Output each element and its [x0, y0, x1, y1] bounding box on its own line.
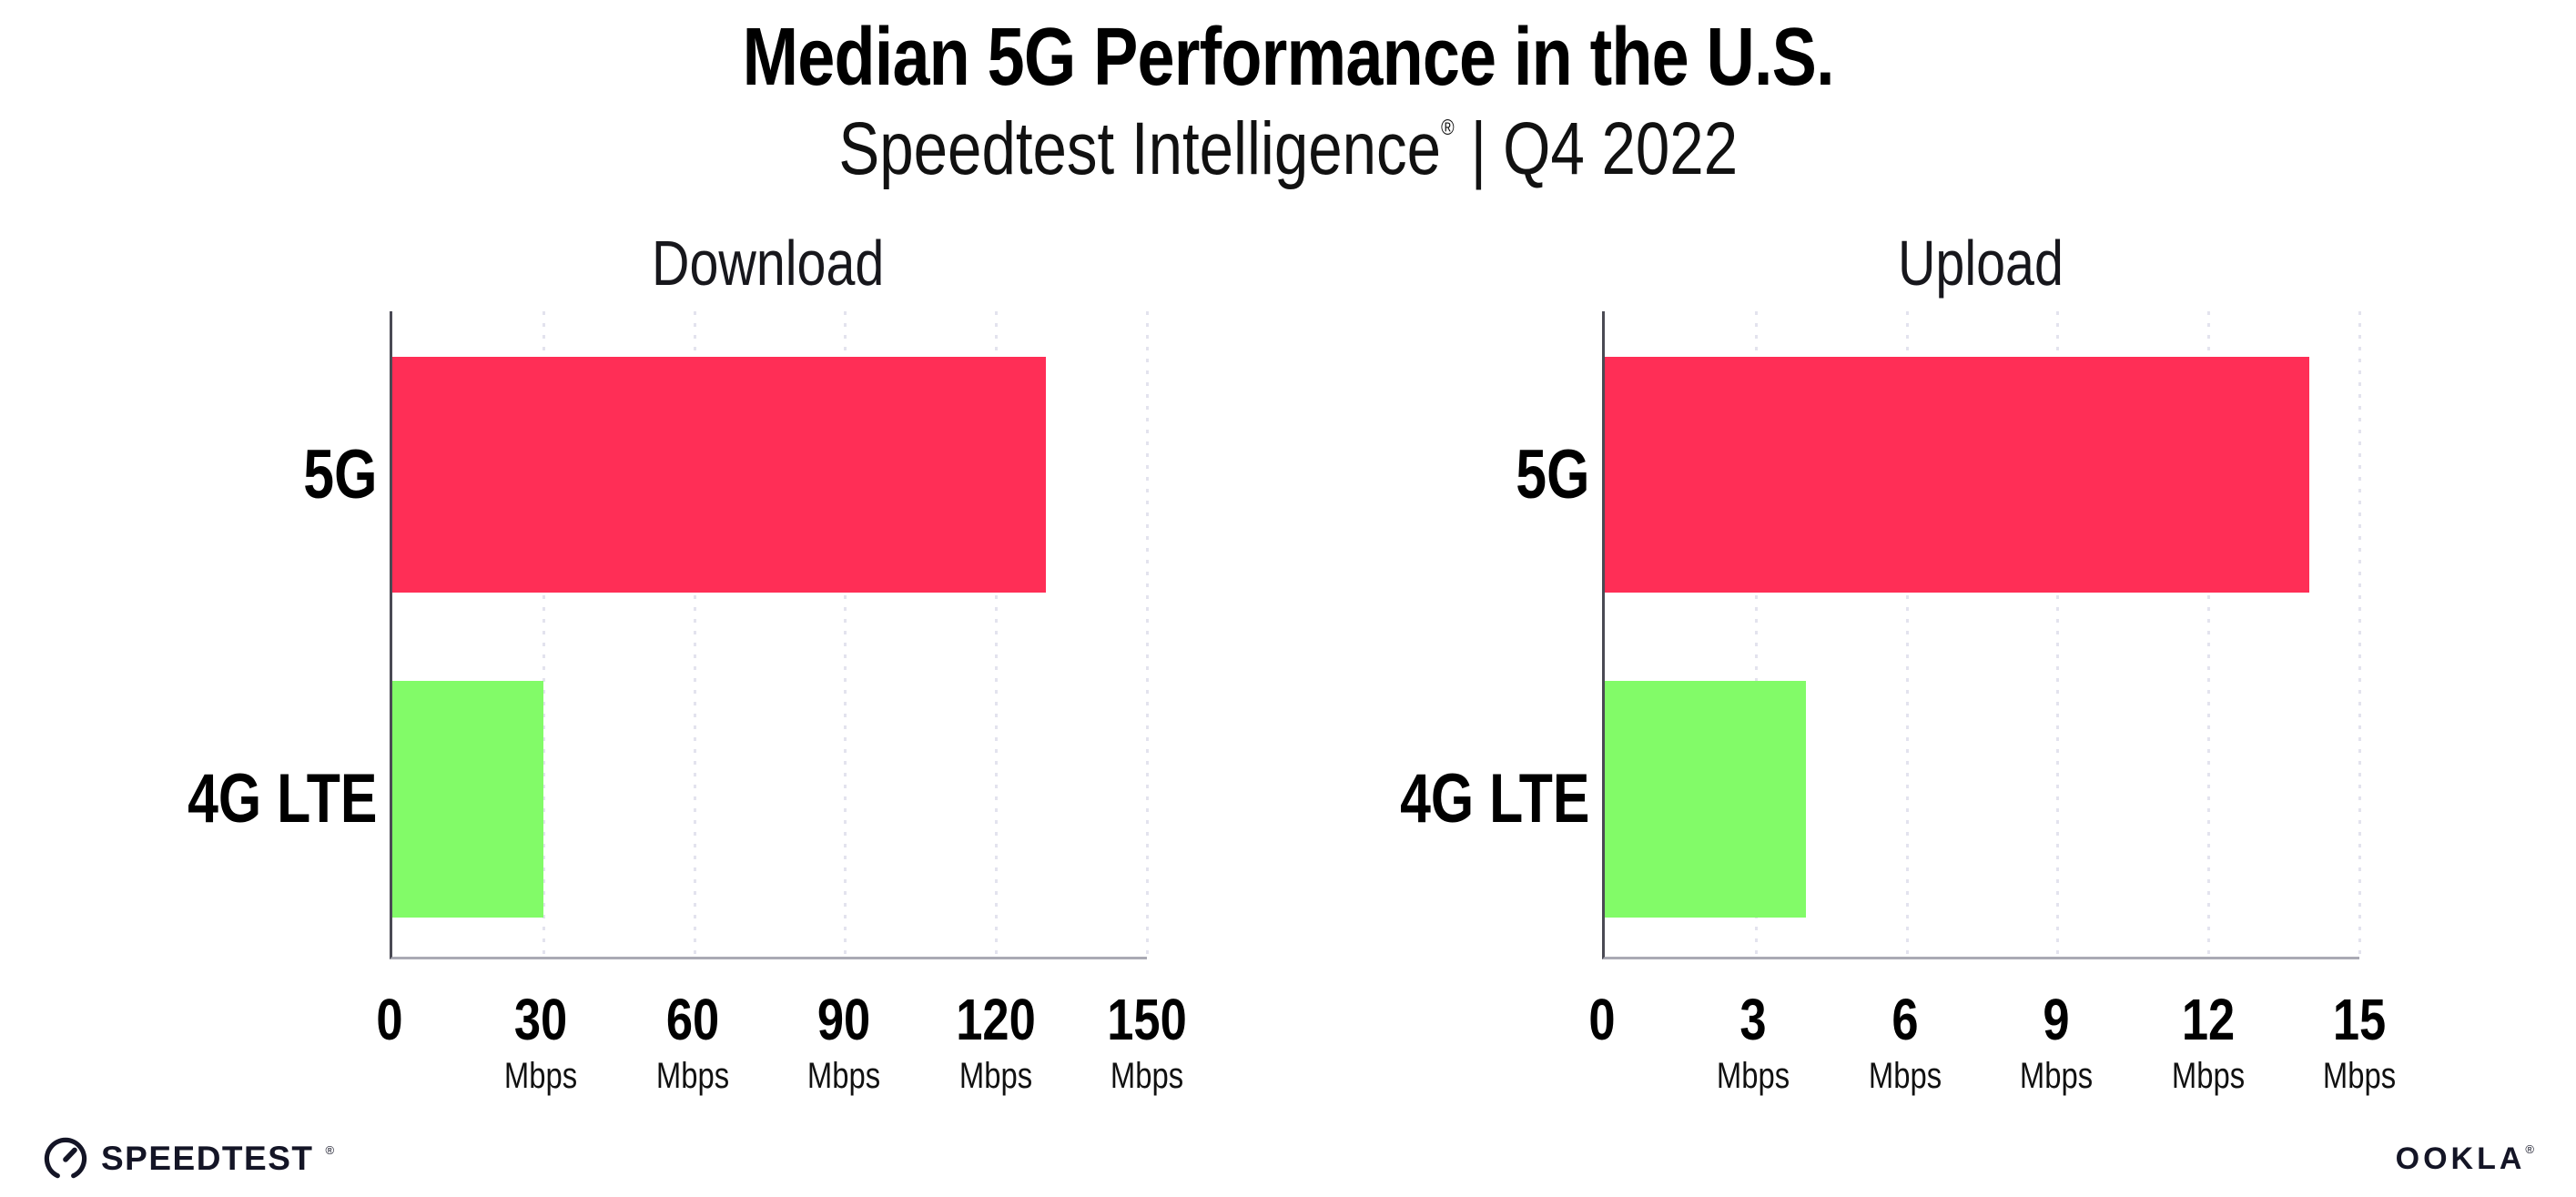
x-tick-150: 150 Mbps [1107, 990, 1187, 1096]
gridline [844, 310, 847, 957]
x-tick-unit: Mbps [958, 1055, 1032, 1096]
x-tick-value: 30 [514, 986, 568, 1052]
category-label-5g: 5G [1515, 435, 1589, 513]
upload-x-axis-labels: 0 3 Mbps 6 Mbps 9 Mbps 12 Mbps 15 Mbps [1588, 990, 2396, 1154]
x-tick-60: 60 Mbps [656, 990, 729, 1096]
x-tick-120: 120 Mbps [956, 990, 1036, 1096]
bar-4g-lte [392, 680, 543, 918]
x-tick-value: 0 [1588, 986, 1616, 1052]
subtitle-brand: Speedtest Intelligence [838, 107, 1441, 190]
x-tick-value: 150 [1107, 986, 1187, 1052]
page-subtitle: Speedtest Intelligence® | Q4 2022 [0, 107, 2576, 192]
x-tick-6: 6 Mbps [1869, 990, 1942, 1096]
x-tick-15: 15 Mbps [2323, 990, 2396, 1096]
charts-row: Download 5G 4G LTE 0 30 Mbps 60 Mbps 90 Mbps 12… [0, 228, 2576, 1154]
x-tick-unit: Mbps [655, 1055, 729, 1096]
bar-4g-lte [1605, 680, 1807, 918]
x-tick-unit: Mbps [2171, 1055, 2245, 1096]
speedtest-registered-mark: ® [325, 1142, 335, 1157]
header: Median 5G Performance in the U.S. Speedt… [0, 0, 2576, 192]
ookla-logo: OOKLA® [2396, 1141, 2534, 1177]
ookla-wordmark: OOKLA [2395, 1141, 2526, 1176]
x-tick-unit: Mbps [2322, 1055, 2397, 1096]
gridline [693, 310, 696, 957]
gridline [1146, 310, 1149, 957]
x-tick-unit: Mbps [504, 1055, 578, 1096]
x-tick-0: 0 [376, 990, 402, 1049]
download-chart-title: Download [652, 227, 885, 299]
x-tick-9: 9 Mbps [2020, 990, 2093, 1096]
speedtest-logo: SPEEDTEST ® [42, 1135, 334, 1182]
x-tick-value: 6 [1891, 986, 1919, 1052]
gridline [2056, 310, 2060, 957]
x-tick-30: 30 Mbps [504, 990, 577, 1096]
x-tick-value: 0 [376, 986, 403, 1052]
gridline [1754, 310, 1758, 957]
upload-plot-area [1602, 310, 2361, 959]
x-tick-value: 15 [2332, 986, 2387, 1052]
subtitle-separator: | [1470, 107, 1486, 190]
x-tick-12: 12 Mbps [2171, 990, 2244, 1096]
page-title: Median 5G Performance in the U.S. [0, 15, 2576, 101]
download-chart: Download 5G 4G LTE 0 30 Mbps 60 Mbps 90 Mbps 12… [188, 227, 1187, 1154]
download-plot-area [390, 310, 1149, 959]
gridline [1905, 310, 1909, 957]
x-tick-3: 3 Mbps [1717, 990, 1790, 1096]
x-tick-value: 3 [1739, 986, 1767, 1052]
x-tick-value: 120 [955, 986, 1036, 1052]
x-tick-value: 9 [2043, 986, 2070, 1052]
page-title-text: Median 5G Performance in the U.S. [742, 12, 1834, 103]
gridline [2207, 310, 2211, 957]
x-tick-unit: Mbps [1717, 1055, 1790, 1096]
x-tick-value: 90 [817, 986, 871, 1052]
x-tick-unit: Mbps [2020, 1055, 2094, 1096]
speedtest-wordmark: SPEEDTEST [101, 1140, 314, 1177]
download-x-axis-labels: 0 30 Mbps 60 Mbps 90 Mbps 120 Mbps 150 Mbps [376, 990, 1186, 1154]
bar-5g [392, 356, 1047, 593]
x-tick-unit: Mbps [1110, 1055, 1184, 1096]
x-tick-unit: Mbps [807, 1055, 881, 1096]
category-label-4g-lte: 4G LTE [1399, 759, 1589, 837]
registered-trademark-symbol: ® [1440, 116, 1455, 141]
bar-5g [1605, 356, 2309, 593]
upload-chart-title: Upload [1898, 227, 2064, 299]
x-tick-90: 90 Mbps [807, 990, 880, 1096]
footer: SPEEDTEST ® OOKLA® [42, 1135, 2534, 1182]
upload-category-labels: 5G 4G LTE [1400, 311, 1602, 959]
x-tick-0: 0 [1588, 990, 1615, 1049]
x-tick-value: 12 [2181, 986, 2235, 1052]
x-tick-unit: Mbps [1868, 1055, 1942, 1096]
gridline [2358, 310, 2361, 957]
x-tick-value: 60 [665, 986, 719, 1052]
download-category-labels: 5G 4G LTE [188, 311, 390, 959]
speedtest-gauge-icon [44, 1137, 87, 1179]
ookla-registered-mark: ® [2525, 1142, 2534, 1157]
gridline [542, 310, 545, 957]
subtitle-period: Q4 2022 [1502, 107, 1738, 190]
category-label-5g: 5G [302, 435, 377, 513]
gridline [995, 310, 999, 957]
category-label-4g-lte: 4G LTE [187, 759, 377, 837]
upload-chart: Upload 5G 4G LTE 0 3 Mbps 6 Mbps 9 Mbps 12 Mbps 1… [1400, 227, 2396, 1154]
